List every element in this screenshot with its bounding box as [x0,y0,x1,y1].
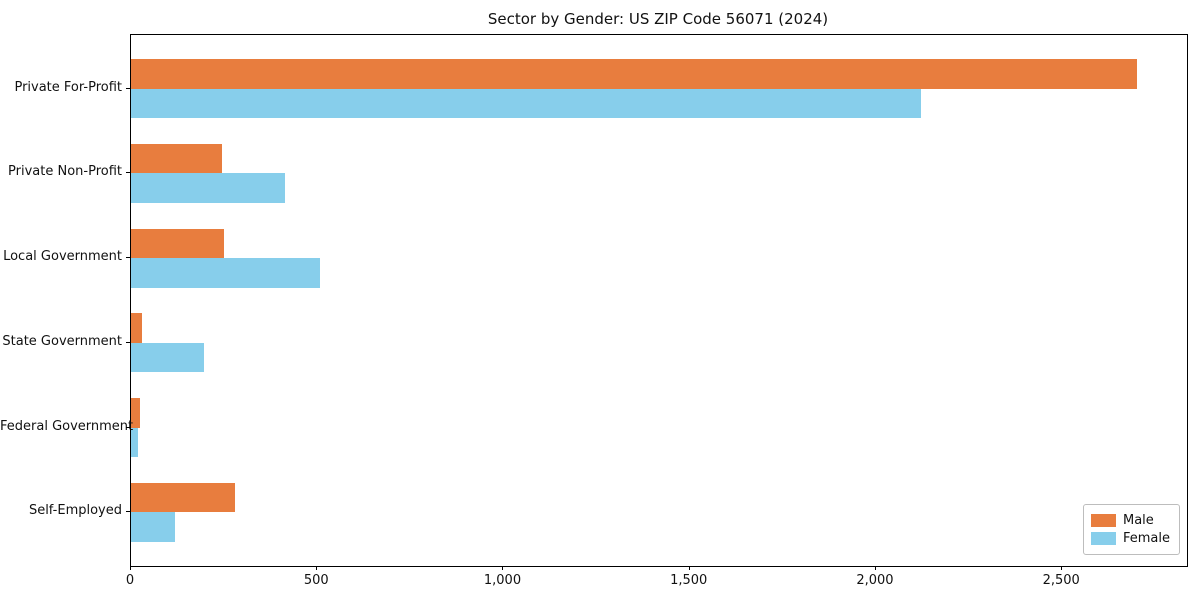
category-label: State Government [2,333,122,349]
legend-entry-male: Male [1090,513,1170,528]
y-tick-mark [126,257,130,259]
x-tick-label: 2,000 [856,573,894,588]
bar-male-5 [131,482,236,513]
category-label: Federal Government [0,418,134,434]
category-label: Local Government [3,249,122,265]
bar-male-3 [131,313,143,343]
bar-female-4 [131,427,139,458]
chart-title: Sector by Gender: US ZIP Code 56071 (202… [487,10,829,28]
x-tick-label: 1,500 [670,573,708,588]
x-tick-mark [130,566,131,570]
plot-area: Male Female [130,34,1188,567]
x-tick-mark [316,566,318,570]
legend: Male Female [1082,504,1180,555]
x-tick-mark [502,566,504,570]
bar-female-5 [131,512,176,542]
y-tick-mark [126,341,130,343]
category-label: Private Non-Profit [8,164,122,180]
x-tick-label: 500 [303,573,329,588]
category-label: Self-Employed [28,503,122,519]
bar-female-1 [131,173,285,204]
x-tick-label: 2,500 [1042,573,1080,588]
bar-male-2 [131,228,225,259]
y-tick-mark [126,172,130,174]
y-tick-mark [126,511,130,513]
x-tick-mark [874,566,876,570]
legend-entry-female: Female [1090,531,1170,546]
bar-male-1 [131,143,223,174]
legend-swatch-male [1090,514,1116,527]
bar-female-0 [131,88,921,119]
bar-male-0 [131,59,1137,89]
bar-female-2 [131,258,320,288]
legend-swatch-female [1090,532,1116,545]
x-tick-label: 0 [125,573,135,588]
y-tick-mark [126,87,130,89]
y-tick-mark [126,426,130,428]
bar-male-4 [131,397,141,428]
x-tick-label: 1,000 [483,573,522,588]
x-tick-mark [688,566,690,570]
legend-label: Female [1122,531,1170,546]
legend-label: Male [1122,513,1154,528]
category-label: Private For-Profit [14,79,122,95]
bar-female-3 [131,342,204,373]
x-tick-mark [1061,566,1063,570]
